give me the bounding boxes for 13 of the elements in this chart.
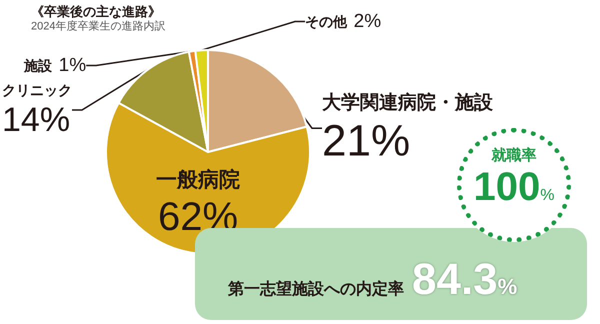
data-label: 62% — [158, 195, 238, 239]
slice-label: 施設 — [23, 58, 53, 74]
data-label: 21% — [322, 116, 410, 166]
text: 2024年度卒業生の進路内訳 — [31, 20, 166, 32]
slice-label: クリニック — [2, 82, 72, 98]
slice-label: その他 — [305, 14, 348, 30]
data-label: 14% — [2, 101, 70, 139]
data-label: 1% — [58, 55, 86, 76]
text: 就職率 100% — [474, 147, 554, 209]
data-label: 2% — [354, 11, 382, 32]
chart-title: 《卒業後の主な進路》 — [31, 4, 161, 19]
slice-label: 大学関連病院・施設 — [322, 92, 494, 114]
slice-label: 一般病院 — [156, 168, 240, 192]
